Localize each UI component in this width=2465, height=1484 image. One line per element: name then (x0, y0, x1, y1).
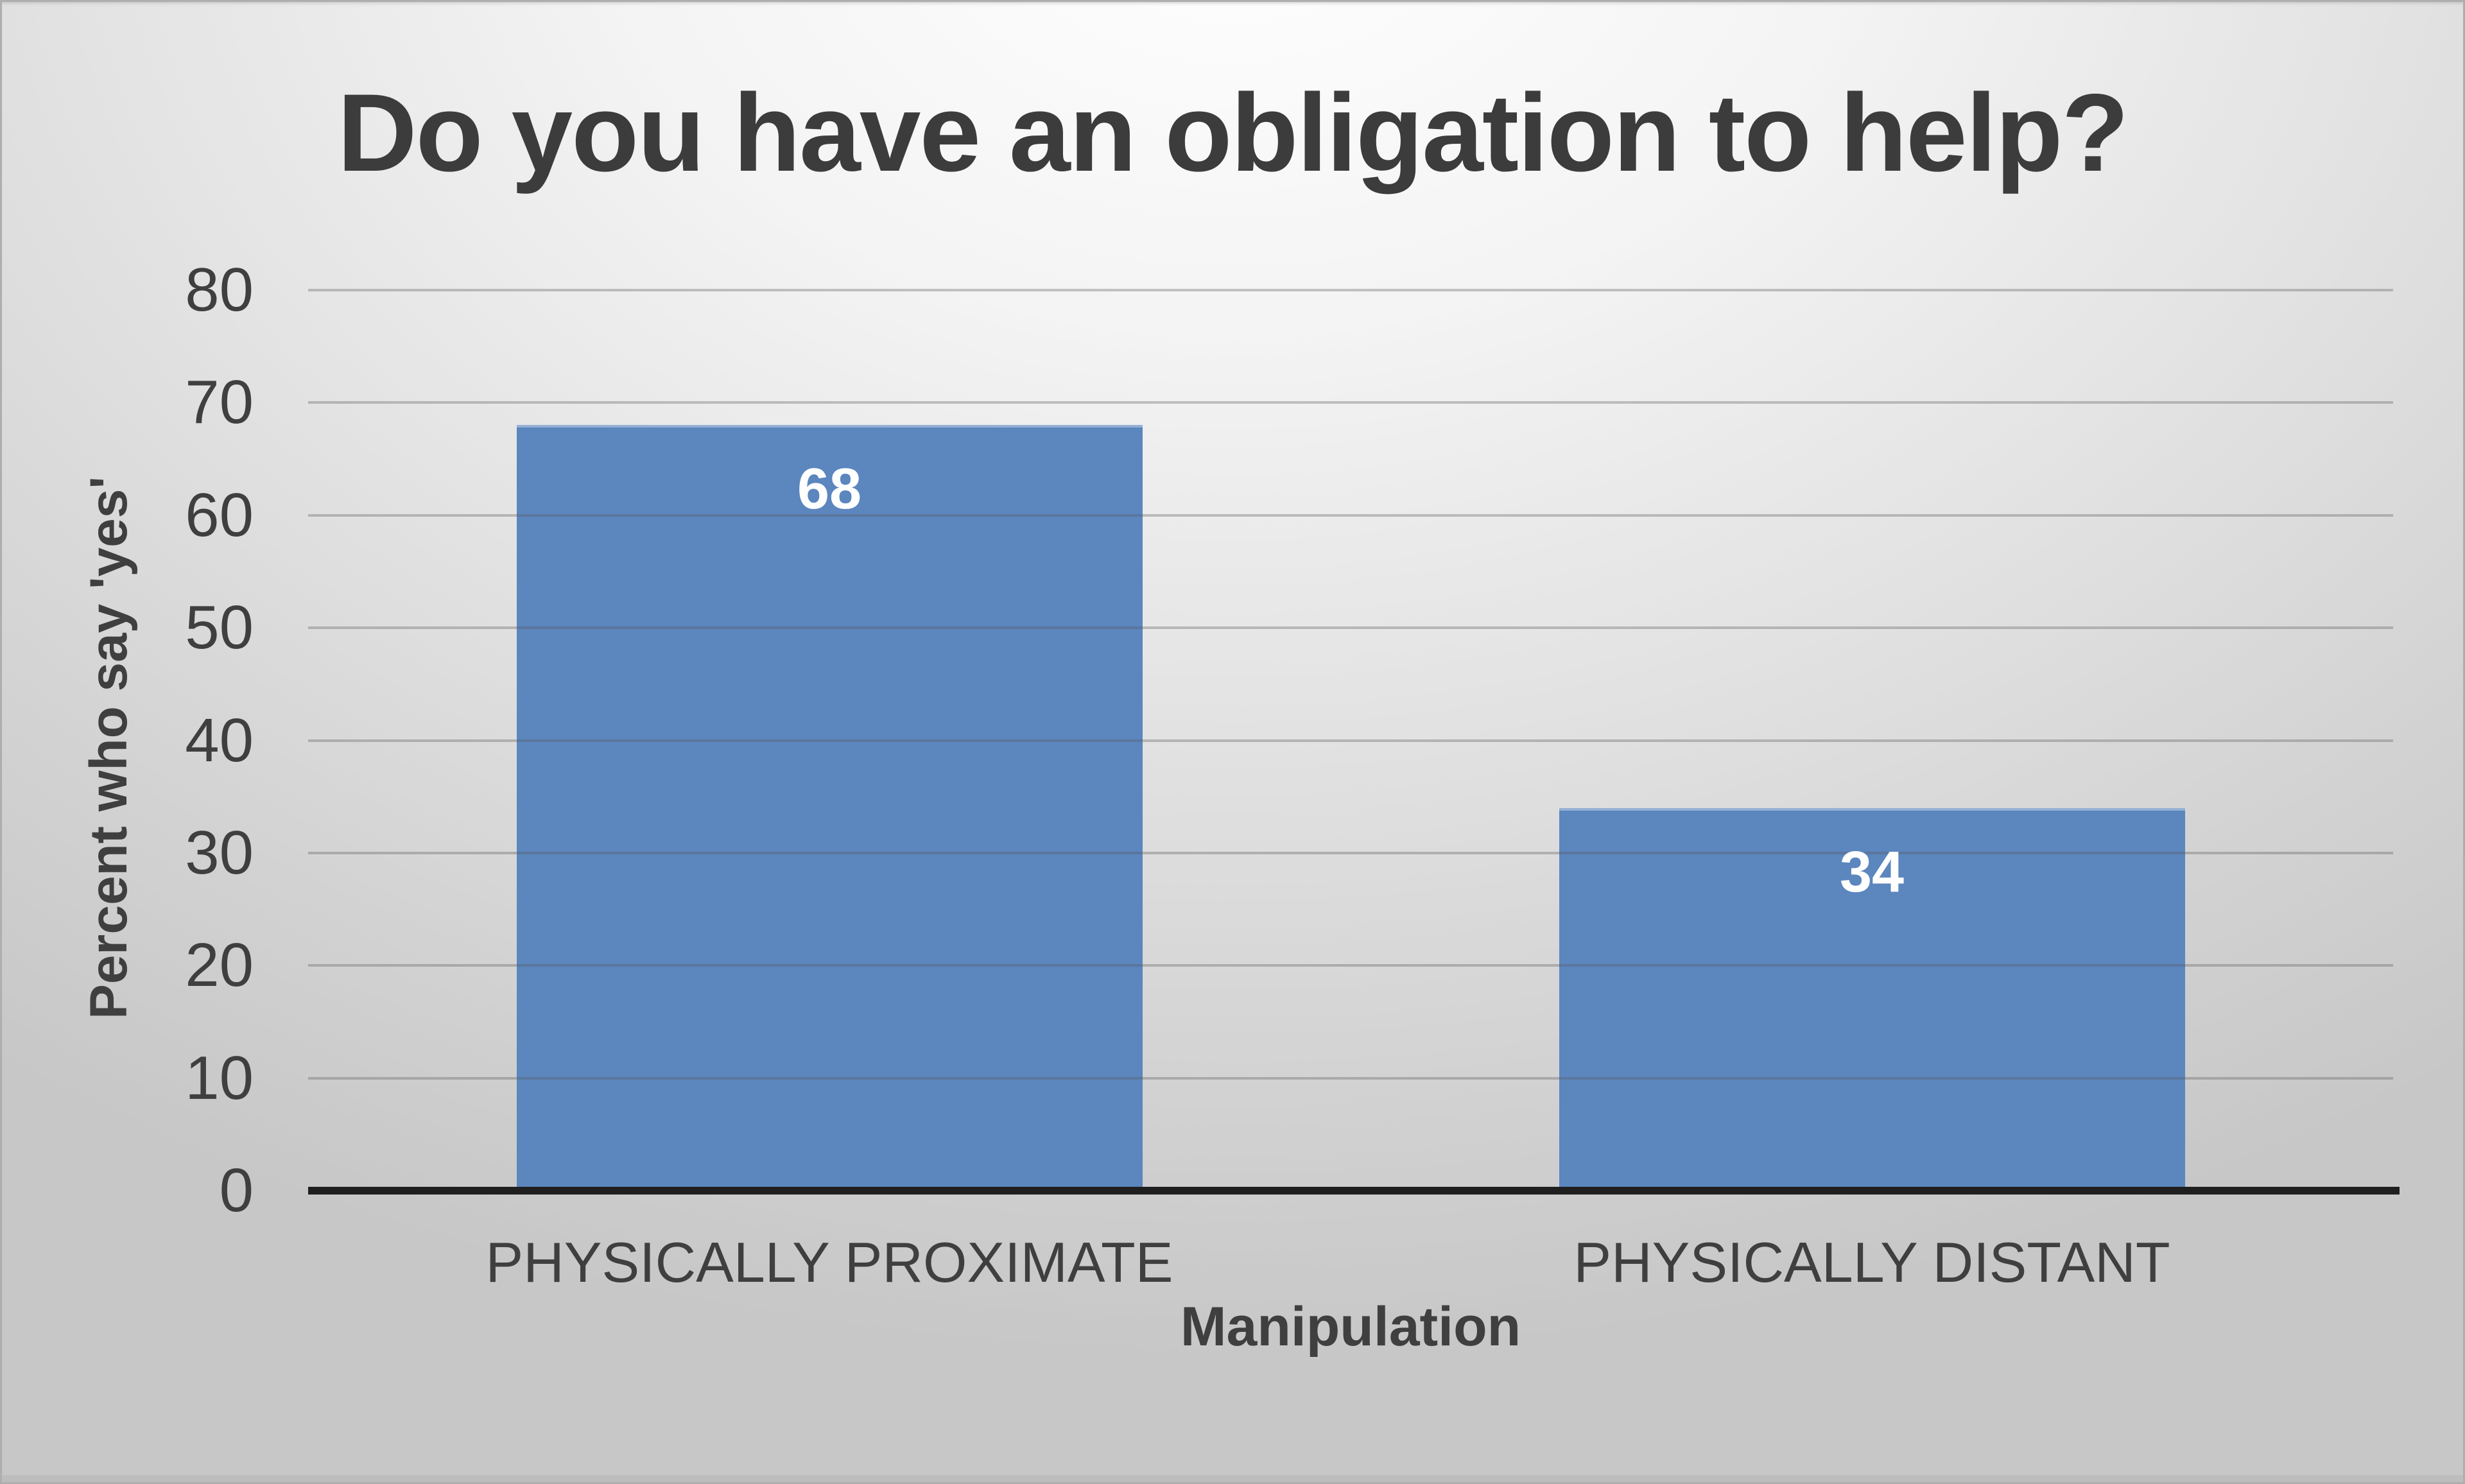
y-tick-label: 10 (185, 1043, 254, 1112)
category-label: PHYSICALLY PROXIMATE (485, 1230, 1173, 1294)
bar-value-label: 68 (797, 457, 862, 522)
gridline (308, 401, 2393, 404)
gridline (308, 513, 2393, 517)
x-axis-title: Manipulation (1180, 1296, 1521, 1358)
y-tick-label: 20 (185, 931, 254, 1000)
y-tick-label: 80 (185, 255, 254, 324)
gridline (308, 289, 2393, 291)
y-tick-label: 50 (185, 593, 254, 662)
bar (516, 425, 1143, 1193)
gridline (308, 1076, 2393, 1080)
y-tick-label: 30 (185, 818, 254, 887)
gridline (308, 626, 2393, 630)
y-tick-label: 0 (219, 1156, 254, 1225)
y-tick-label: 60 (185, 480, 254, 549)
y-tick-label: 70 (185, 368, 254, 437)
gridline (308, 964, 2393, 967)
gridline (308, 851, 2393, 854)
category-label: PHYSICALLY DISTANT (1573, 1230, 2170, 1294)
y-tick-label: 40 (185, 705, 254, 775)
bar (1559, 807, 2185, 1193)
gridline (308, 739, 2393, 742)
x-axis-line (308, 1187, 2400, 1195)
bar-value-label: 34 (1839, 840, 1905, 904)
chart-title: Do you have an obligation to help? (337, 71, 2129, 194)
